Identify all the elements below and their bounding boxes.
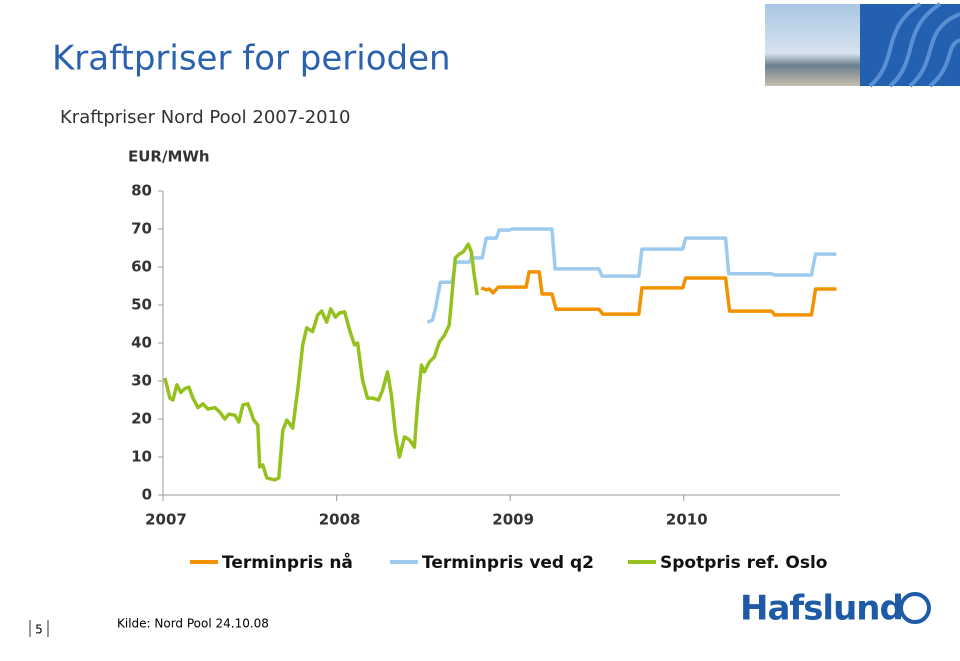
page-number: 5 bbox=[35, 623, 43, 637]
y-tick-label: 60 bbox=[131, 258, 152, 276]
series-line bbox=[426, 227, 837, 324]
source: Kilde: Nord Pool 24.10.08 bbox=[117, 617, 269, 631]
series-line bbox=[163, 242, 479, 482]
y-tick-label: 0 bbox=[142, 486, 152, 504]
chart-title: Kraftpriser Nord Pool 2007-2010 bbox=[60, 107, 351, 128]
photo bbox=[765, 4, 860, 86]
legend-label: Terminpris ved q2 bbox=[422, 553, 594, 573]
legend-label: Terminpris nå bbox=[222, 551, 353, 573]
y-tick-label: 50 bbox=[131, 296, 152, 314]
logo-mark bbox=[899, 592, 931, 624]
x-tick-label: 2009 bbox=[492, 511, 534, 529]
y-axis-label: EUR/MWh bbox=[128, 148, 210, 166]
legend-label: Spotpris ref. Oslo bbox=[660, 553, 827, 573]
y-tick-label: 80 bbox=[131, 182, 152, 200]
slide-title: Kraftpriser for perioden bbox=[52, 39, 451, 79]
y-tick-label: 20 bbox=[131, 410, 152, 428]
logo: Hafslund bbox=[740, 589, 903, 629]
series-line bbox=[480, 270, 837, 317]
x-tick-label: 2007 bbox=[145, 511, 187, 529]
logo-pattern-stripes bbox=[868, 2, 960, 88]
y-tick-label: 40 bbox=[131, 334, 152, 352]
y-tick-label: 10 bbox=[131, 448, 152, 466]
y-tick-label: 30 bbox=[131, 372, 152, 390]
y-tick-label: 70 bbox=[131, 220, 152, 238]
x-tick-label: 2008 bbox=[319, 511, 361, 529]
x-tick-label: 2010 bbox=[666, 511, 708, 529]
